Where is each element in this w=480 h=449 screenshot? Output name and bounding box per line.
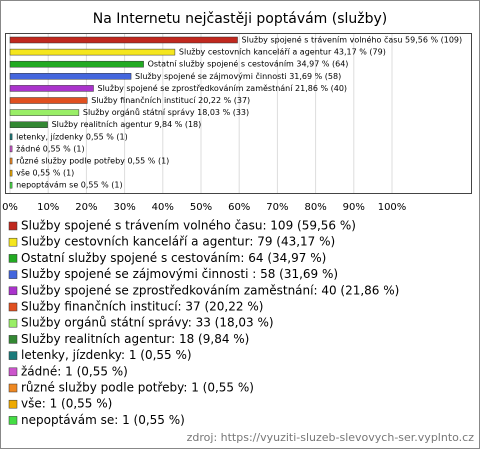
legend-label: Služby cestovních kanceláří a agentur: 7… [21,235,335,249]
value-label: Služby cestovních kanceláří a agentur 43… [179,48,386,57]
value-label: Služby finančních institucí 20,22 % (37) [91,95,250,105]
x-tick-label: 80% [304,202,326,213]
bar [9,60,144,68]
legend-label: letenky, jízdenky: 1 (0,55 %) [21,348,192,362]
value-label: Ostatní služby spojené s cestováním 34,9… [148,59,349,69]
x-tick-label: 50% [190,202,212,213]
bar [9,145,13,153]
bar [9,181,13,189]
x-tick-label: 0% [2,202,18,213]
x-tick-label: 40% [152,202,174,213]
legend-label: vše: 1 (0,55 %) [21,397,112,411]
bar [9,109,80,116]
value-label: letenky, jízdenky 0,55 % (1) [16,132,128,141]
source: zdroj: https://vyuziti-sluzeb-slevovych-… [187,431,475,444]
legend-swatch [8,367,18,377]
value-label: Služby spojené se zprostředkováním zaměs… [98,83,348,93]
x-tick-label: 60% [228,202,250,213]
legend-label: Služby realitních agentur: 18 (9,84 %) [21,332,249,346]
chart-title: Na Internetu nejčastěji poptávám (služby… [93,11,388,27]
legend-swatch [8,302,18,312]
legend-swatch [8,237,18,247]
value-label: Služby spojené se zájmovými činnosti 31,… [135,71,341,81]
legend-label: Služby spojené se zprostředkováním zaměs… [21,283,399,297]
bar [9,169,13,177]
bar [9,121,48,128]
legend-swatch [8,416,18,425]
bar [9,97,88,104]
value-label: vše 0,55 % (1) [16,168,74,178]
value-label: nepoptávám se 0,55 % (1) [16,181,123,190]
legend-label: žádné: 1 (0,55 %) [21,364,128,378]
legend-swatch [8,254,18,263]
value-label: žádné 0,55 % (1) [16,143,85,153]
x-tick-label: 30% [113,202,135,213]
legend-swatch [8,318,18,328]
legend-label: Služby spojené se zájmovými činnosti : 5… [21,267,338,281]
bar [9,85,94,92]
legend-label: Služby spojené s trávením volného času: … [21,219,356,233]
legend-swatch [8,335,18,344]
bar [9,36,238,44]
value-label: Služby realitních agentur 9,84 % (18) [52,120,202,129]
x-tick-label: 70% [266,202,288,213]
legend-swatch [8,270,18,279]
legend-label: Služby finančních institucí: 37 (20,22 %… [21,300,263,314]
legend-swatch [8,383,18,393]
x-tick-label: 10% [37,202,59,213]
legend-swatch [8,286,18,296]
legend-swatch [8,399,18,409]
x-tick-label: 90% [343,202,365,213]
value-label: různé služby podle potřeby 0,55 % (1) [16,156,169,166]
legend-label: nepoptávám se: 1 (0,55 %) [21,413,185,427]
bar [9,157,13,165]
value-label: Služby spojené s trávením volného času 5… [242,35,463,45]
plot-frame [5,33,472,194]
legend-label: Služby orgánů státní správy: 33 (18,03 %… [21,316,274,330]
legend-swatch [8,221,18,231]
bar [9,73,132,80]
x-tick-label: 20% [75,202,97,213]
legend-label: různé služby podle potřeby: 1 (0,55 %) [21,381,254,395]
legend-swatch [8,351,18,360]
value-label: Služby orgánů státní správy 18,03 % (33) [83,107,249,117]
bar [9,48,176,56]
bar [9,133,13,141]
x-tick-label: 100% [378,202,407,213]
legend-label: Ostatní služby spojené s cestováním: 64 … [21,251,326,265]
